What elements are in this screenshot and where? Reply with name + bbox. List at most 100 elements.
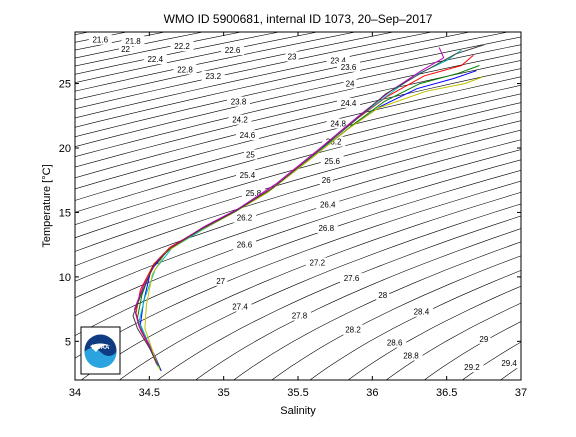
x-tick-label: 35 xyxy=(218,387,230,399)
noaa-logo: NOAA xyxy=(80,326,121,375)
contour-label: 28 xyxy=(378,291,387,300)
contour-label: 23.2 xyxy=(205,72,221,81)
density-contour-line xyxy=(461,341,521,380)
contour-label-bg xyxy=(326,118,350,129)
contour-label: 26.2 xyxy=(237,214,253,223)
contour-label-bg xyxy=(232,239,256,250)
density-contour-line xyxy=(75,32,472,119)
contour-label: 27.8 xyxy=(292,312,308,321)
density-contour-line xyxy=(75,32,281,75)
contour-label-bg xyxy=(409,306,433,317)
y-axis-label: Temperature [°C] xyxy=(41,164,53,247)
contour-label: 23.6 xyxy=(341,63,357,72)
density-contour-line xyxy=(347,285,521,380)
contour-label: 24 xyxy=(346,80,355,89)
chart-title: WMO ID 5900681, internal ID 1073, 20–Sep… xyxy=(164,12,433,26)
density-contour-line xyxy=(75,32,434,110)
contour-label-bg xyxy=(314,222,338,233)
density-contour-line xyxy=(522,335,576,393)
contour-label: 27.4 xyxy=(232,303,248,312)
contour-label: 22.2 xyxy=(174,42,190,51)
profile-lines xyxy=(132,44,484,372)
contour-label: 24.6 xyxy=(240,131,256,140)
density-contour-line xyxy=(233,241,521,380)
contour-label: 24.2 xyxy=(232,116,248,125)
contour-label-bg xyxy=(343,78,357,89)
contour-label-bg xyxy=(497,358,521,369)
contour-label: 25.4 xyxy=(240,171,256,180)
contour-label-bg xyxy=(341,324,365,335)
contour-label-bg xyxy=(319,175,333,186)
contour-label-bg xyxy=(228,114,252,125)
x-axis-label: Salinity xyxy=(280,405,316,417)
contour-label: 23.4 xyxy=(330,56,346,65)
contour-label-bg xyxy=(320,155,344,166)
density-contour-line xyxy=(75,32,358,92)
contour-label-bg xyxy=(326,55,350,66)
density-contour-line xyxy=(385,302,521,380)
y-tick-label: 5 xyxy=(65,336,71,348)
contour-label-bg xyxy=(322,136,346,147)
contour-label-bg xyxy=(235,130,259,141)
profile-line xyxy=(144,76,483,370)
contour-label-bg xyxy=(119,43,133,54)
density-contour-line xyxy=(75,149,521,299)
density-contour-line xyxy=(75,32,167,51)
density-contour-line xyxy=(75,102,521,226)
contour-label-bg xyxy=(143,54,167,65)
contour-label-bg xyxy=(221,45,245,56)
contour-label-bg xyxy=(337,97,361,108)
density-contour-line xyxy=(75,44,521,147)
density-contour-line xyxy=(560,361,576,393)
contour-label-bg xyxy=(287,310,311,321)
density-contour-line xyxy=(75,60,521,168)
density-contour-line xyxy=(75,84,521,201)
y-tick-label: 20 xyxy=(59,143,71,155)
contour-label: 25.2 xyxy=(326,138,342,147)
density-contour-line xyxy=(75,76,521,190)
contour-label: 21.6 xyxy=(92,36,108,45)
contour-label: 28.6 xyxy=(387,339,403,348)
density-contour-labels: 21.6 21.822 22.2 22.4 22.6 22.8 23 23.2 23.423.6… xyxy=(88,34,521,373)
contour-label-bg xyxy=(340,273,364,284)
y-axis-ticks: 5 10 15 20 25 xyxy=(59,79,521,348)
contour-label-bg xyxy=(376,289,390,300)
contour-label-bg xyxy=(241,188,265,199)
contour-label: 27.6 xyxy=(344,274,360,283)
x-tick-label: 34 xyxy=(69,387,81,399)
contour-label-bg xyxy=(316,199,340,210)
contour-label-bg xyxy=(243,149,257,160)
density-contour-line xyxy=(75,32,396,101)
contour-label-bg xyxy=(173,64,197,75)
contour-label: 28.2 xyxy=(345,326,361,335)
contour-label: 29.2 xyxy=(464,363,480,372)
density-contour-line xyxy=(75,111,521,239)
contour-label: 29.4 xyxy=(501,359,517,368)
profile-line xyxy=(133,47,445,363)
contour-label: 27 xyxy=(216,277,225,286)
contour-label: 22.4 xyxy=(147,55,163,64)
contour-label: 26.4 xyxy=(320,201,336,210)
contour-label-bg xyxy=(88,34,112,45)
contour-label: 22 xyxy=(121,45,130,54)
density-contour-line xyxy=(75,159,521,317)
x-tick-label: 36 xyxy=(366,387,378,399)
contour-label: 25.6 xyxy=(324,157,340,166)
density-contour-line xyxy=(75,36,521,138)
contour-label: 22.6 xyxy=(225,46,241,55)
contour-label-bg xyxy=(235,170,259,181)
density-contour-line xyxy=(12,19,78,32)
contour-label: 26 xyxy=(322,176,331,185)
x-axis-ticks: 34 34.5 35 35.5 36 36.5 37 xyxy=(69,32,527,399)
contour-label-bg xyxy=(460,362,484,373)
contour-label-bg xyxy=(227,96,251,107)
contour-label: 28.8 xyxy=(403,352,419,361)
contour-label: 25 xyxy=(246,150,255,159)
density-contour-line xyxy=(75,68,521,179)
density-contour-line xyxy=(75,169,521,337)
contour-label-bg xyxy=(383,337,407,348)
contour-label: 26.6 xyxy=(237,241,253,250)
contour-label-bg xyxy=(170,41,194,52)
y-tick-label: 25 xyxy=(59,79,71,91)
